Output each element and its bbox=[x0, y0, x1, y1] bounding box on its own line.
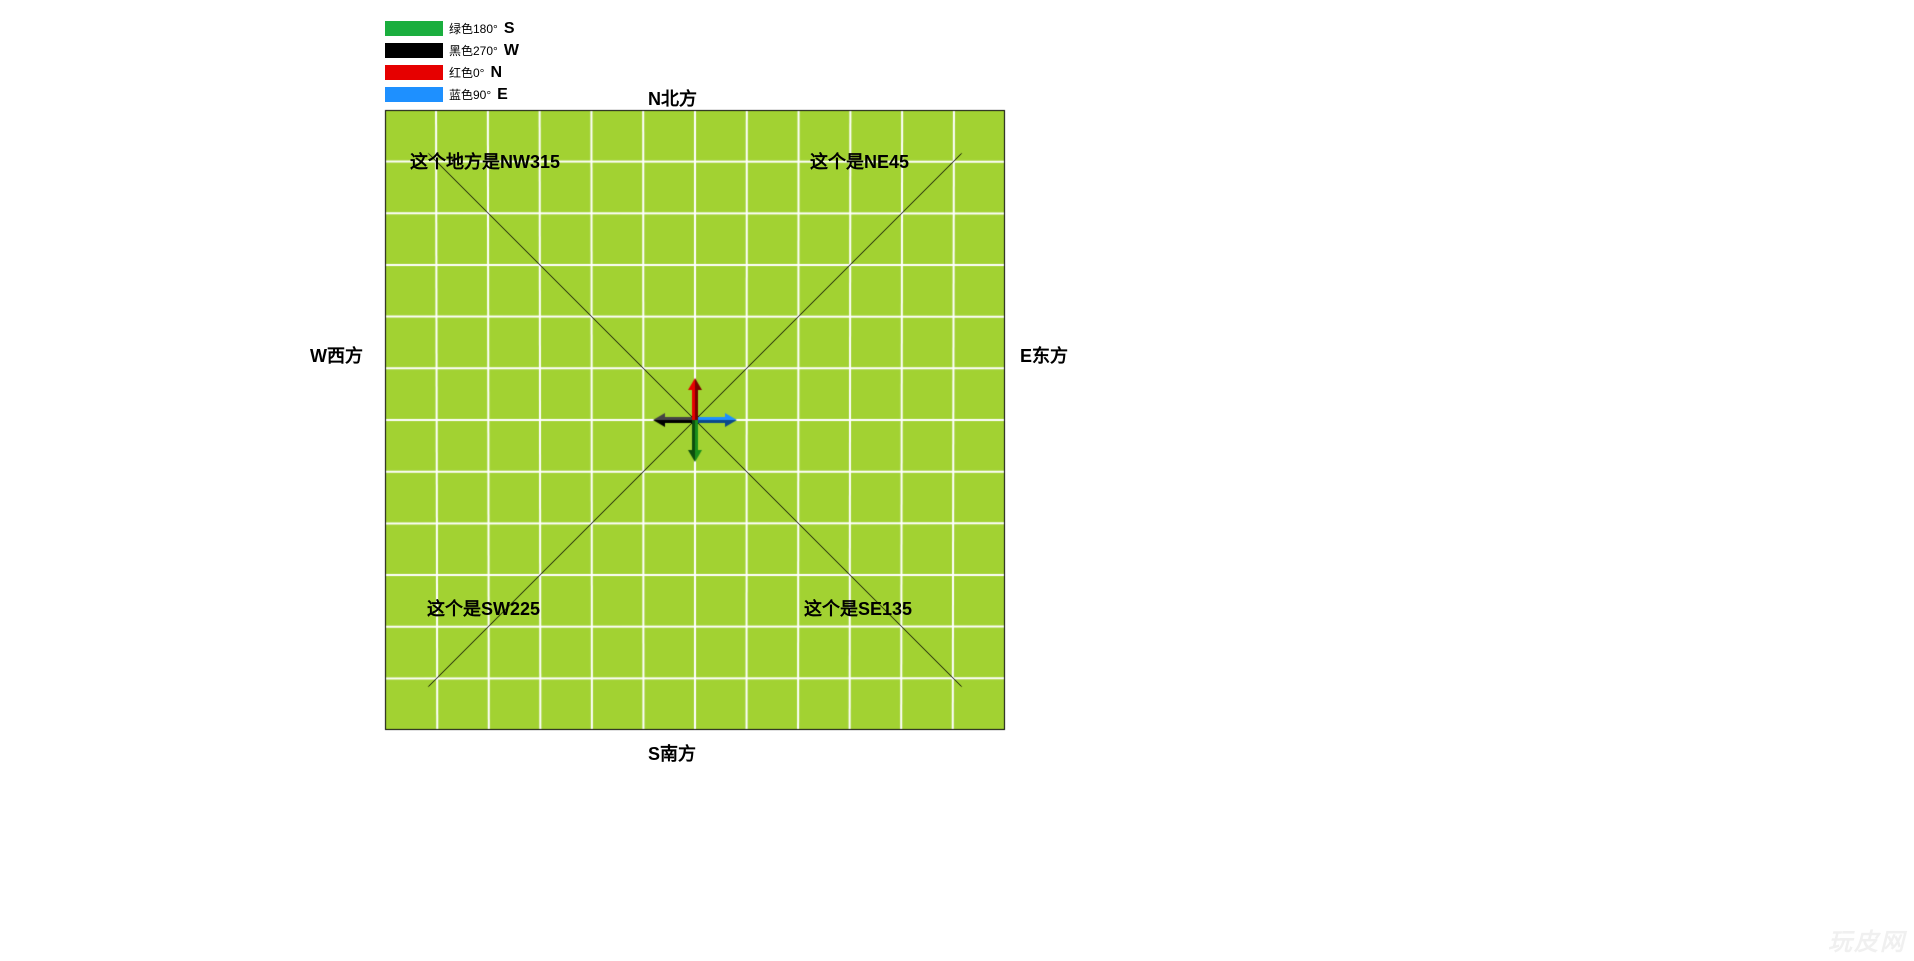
watermark: 玩皮网 bbox=[1828, 922, 1906, 957]
quadrant-label-nw: 这个地方是NW315 bbox=[410, 148, 560, 174]
legend: 绿色180° S 黑色270° W 红色0° N 蓝色90° E bbox=[385, 18, 519, 106]
legend-swatch bbox=[385, 87, 443, 102]
compass-diagram-canvas bbox=[0, 0, 1914, 961]
legend-row-blue: 蓝色90° E bbox=[385, 84, 519, 105]
axis-label-south: S南方 bbox=[648, 740, 696, 766]
axis-label-east: E东方 bbox=[1020, 342, 1068, 368]
legend-text: 黑色270° bbox=[449, 42, 498, 59]
legend-swatch bbox=[385, 43, 443, 58]
axis-label-north: N北方 bbox=[648, 85, 697, 111]
legend-text: 红色0° bbox=[449, 64, 484, 81]
legend-text: 蓝色90° bbox=[449, 86, 491, 103]
legend-row-red: 红色0° N bbox=[385, 62, 519, 83]
legend-letter: S bbox=[504, 20, 515, 38]
legend-row-green: 绿色180° S bbox=[385, 18, 519, 39]
legend-letter: W bbox=[504, 42, 519, 60]
quadrant-label-se: 这个是SE135 bbox=[804, 595, 912, 621]
legend-letter: E bbox=[497, 86, 508, 104]
legend-row-black: 黑色270° W bbox=[385, 40, 519, 61]
legend-swatch bbox=[385, 21, 443, 36]
legend-text: 绿色180° bbox=[449, 20, 498, 37]
legend-letter: N bbox=[490, 64, 502, 82]
legend-swatch bbox=[385, 65, 443, 80]
quadrant-label-ne: 这个是NE45 bbox=[810, 148, 909, 174]
axis-label-west: W西方 bbox=[310, 342, 363, 368]
quadrant-label-sw: 这个是SW225 bbox=[427, 595, 540, 621]
